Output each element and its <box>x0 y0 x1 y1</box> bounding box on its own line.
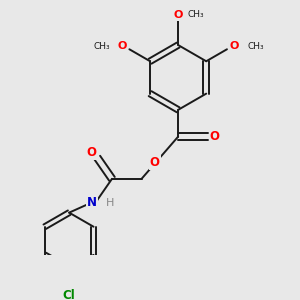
Text: O: O <box>87 146 97 159</box>
Text: Cl: Cl <box>63 289 76 300</box>
Text: CH₃: CH₃ <box>187 10 204 19</box>
Text: O: O <box>118 41 127 52</box>
Text: CH₃: CH₃ <box>247 42 264 51</box>
Text: O: O <box>210 130 220 143</box>
Text: CH₃: CH₃ <box>94 42 110 51</box>
Text: H: H <box>106 198 115 208</box>
Text: O: O <box>229 41 239 52</box>
Text: O: O <box>173 10 183 20</box>
Text: N: N <box>87 196 97 209</box>
Text: O: O <box>150 156 160 169</box>
